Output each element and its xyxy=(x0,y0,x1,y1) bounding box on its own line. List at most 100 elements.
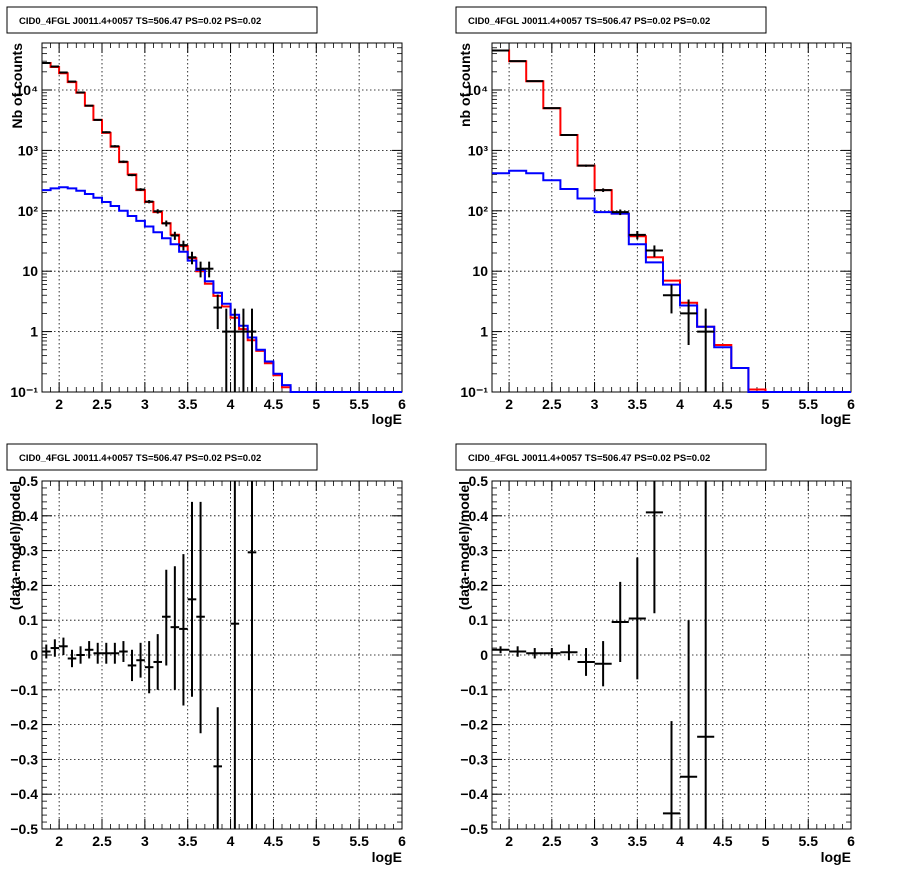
x-tick-label: 4 xyxy=(227,833,235,849)
data-point xyxy=(697,308,715,392)
y-tick-label: 0.1 xyxy=(19,612,39,628)
y-tick-label: 10³ xyxy=(18,142,39,158)
panel-residual-left-ticks xyxy=(41,480,403,830)
data-point xyxy=(560,644,578,661)
data-point xyxy=(42,644,51,659)
data-point xyxy=(628,557,646,680)
x-tick-label: 2.5 xyxy=(542,396,562,412)
data-point xyxy=(577,648,595,676)
y-tick-label: −0.3 xyxy=(460,751,488,767)
data-point xyxy=(67,80,77,83)
data-point xyxy=(127,174,137,177)
x-tick-label: 2.5 xyxy=(92,833,112,849)
x-tick-label: 4.5 xyxy=(264,833,284,849)
data-point xyxy=(247,481,257,829)
data-point xyxy=(179,240,188,251)
x-tick-label: 4 xyxy=(676,833,684,849)
data-point xyxy=(239,308,248,392)
data-point xyxy=(680,299,698,345)
panel-spectrum-right-xlabel: logE xyxy=(821,411,851,427)
data-point xyxy=(144,641,154,694)
panel-spectrum-right-title-box xyxy=(455,6,767,34)
panel-spectrum-left-ylabel: Nb of counts xyxy=(9,43,25,129)
x-tick-label: 6 xyxy=(847,396,855,412)
x-tick-label: 5 xyxy=(312,396,320,412)
data-point xyxy=(102,642,111,664)
data-point xyxy=(697,481,715,829)
panel-spectrum-right-series xyxy=(492,49,851,393)
y-tick-label: 0.3 xyxy=(19,543,39,559)
y-tick-label: 0.5 xyxy=(19,473,39,489)
x-tick-label: 2 xyxy=(505,396,513,412)
y-tick-label: 0.1 xyxy=(469,612,489,628)
data-point xyxy=(162,569,171,666)
x-tick-label: 2 xyxy=(505,833,513,849)
panel-spectrum-right-title: CID0_4FGL J0011.4+0057 TS=506.47 PS=0.02… xyxy=(468,16,710,27)
data-point xyxy=(136,642,145,678)
data-point xyxy=(119,160,128,163)
y-tick-label: 10 xyxy=(22,263,38,279)
x-tick-label: 5.5 xyxy=(799,833,819,849)
data-point xyxy=(628,230,646,240)
y-tick-label: 0.2 xyxy=(469,577,489,593)
data-point xyxy=(594,641,612,687)
data-point xyxy=(119,641,128,662)
data-point xyxy=(76,646,85,664)
data-point xyxy=(611,581,629,662)
data-point xyxy=(247,308,257,392)
x-tick-label: 5.5 xyxy=(799,396,819,412)
data-point xyxy=(680,620,698,829)
data-point xyxy=(662,721,681,829)
y-tick-label: 10² xyxy=(468,203,489,219)
y-tick-label: 10³ xyxy=(468,142,489,158)
x-tick-label: 4 xyxy=(676,396,684,412)
model-background-histogram xyxy=(42,186,402,393)
x-tick-label: 3.5 xyxy=(628,833,648,849)
data-point xyxy=(196,501,205,734)
data-point xyxy=(84,641,94,659)
panel-spectrum-left-xlabel: logE xyxy=(372,411,402,427)
data-point xyxy=(213,294,222,330)
data-point xyxy=(102,131,111,134)
x-tick-label: 3.5 xyxy=(178,833,198,849)
data-point xyxy=(230,481,240,829)
data-point xyxy=(213,707,222,829)
panel-spectrum-right: 2 2.5 3 3.5 4 4.5 5 5.5 6 10⁻¹ 1 10 10² 10³ 10⁴ CID0_… xyxy=(455,6,855,427)
data-point xyxy=(577,164,595,167)
y-tick-label: −0.2 xyxy=(460,717,488,733)
panel-spectrum-left-title: CID0_4FGL J0011.4+0057 TS=506.47 PS=0.02… xyxy=(19,16,261,27)
data-point xyxy=(662,284,681,314)
panel-spectrum-right-ylabel: nb of counts xyxy=(457,43,473,127)
y-tick-label: −0.3 xyxy=(10,751,38,767)
panel-residual-right-xlabel: logE xyxy=(821,849,851,865)
data-point xyxy=(196,261,205,278)
data-point xyxy=(170,231,180,240)
y-tick-label: 1 xyxy=(480,324,488,340)
panel-spectrum-left-series xyxy=(42,61,402,393)
x-tick-label: 6 xyxy=(398,833,406,849)
data-point xyxy=(594,188,612,192)
y-tick-label: 10² xyxy=(18,203,39,219)
y-tick-label: −0.5 xyxy=(10,821,38,837)
panel-residual-left-series xyxy=(42,481,257,829)
x-tick-label: 2 xyxy=(55,833,63,849)
x-tick-label: 6 xyxy=(398,396,406,412)
x-tick-label: 4 xyxy=(227,396,235,412)
x-tick-label: 2.5 xyxy=(92,396,112,412)
y-tick-label: 0.3 xyxy=(469,543,489,559)
panel-residual-left-title: CID0_4FGL J0011.4+0057 TS=506.47 PS=0.02… xyxy=(19,453,261,464)
x-tick-label: 4.5 xyxy=(264,396,284,412)
data-point xyxy=(179,554,188,706)
data-point xyxy=(50,639,60,657)
y-tick-label: 1 xyxy=(30,324,38,340)
panel-residual-right: 2 2.5 3 3.5 4 4.5 5 5.5 6 −0.5 −0.4 −0.3 −0.2 −0.1 0 0… xyxy=(455,443,855,865)
x-tick-label: 3 xyxy=(141,833,149,849)
data-point xyxy=(84,104,94,107)
x-tick-label: 5 xyxy=(762,833,770,849)
data-point xyxy=(204,261,214,278)
y-tick-label: 0 xyxy=(480,647,488,663)
panel-spectrum-right-ticks xyxy=(491,43,852,393)
x-tick-label: 5 xyxy=(312,833,320,849)
x-tick-label: 3 xyxy=(591,396,599,412)
